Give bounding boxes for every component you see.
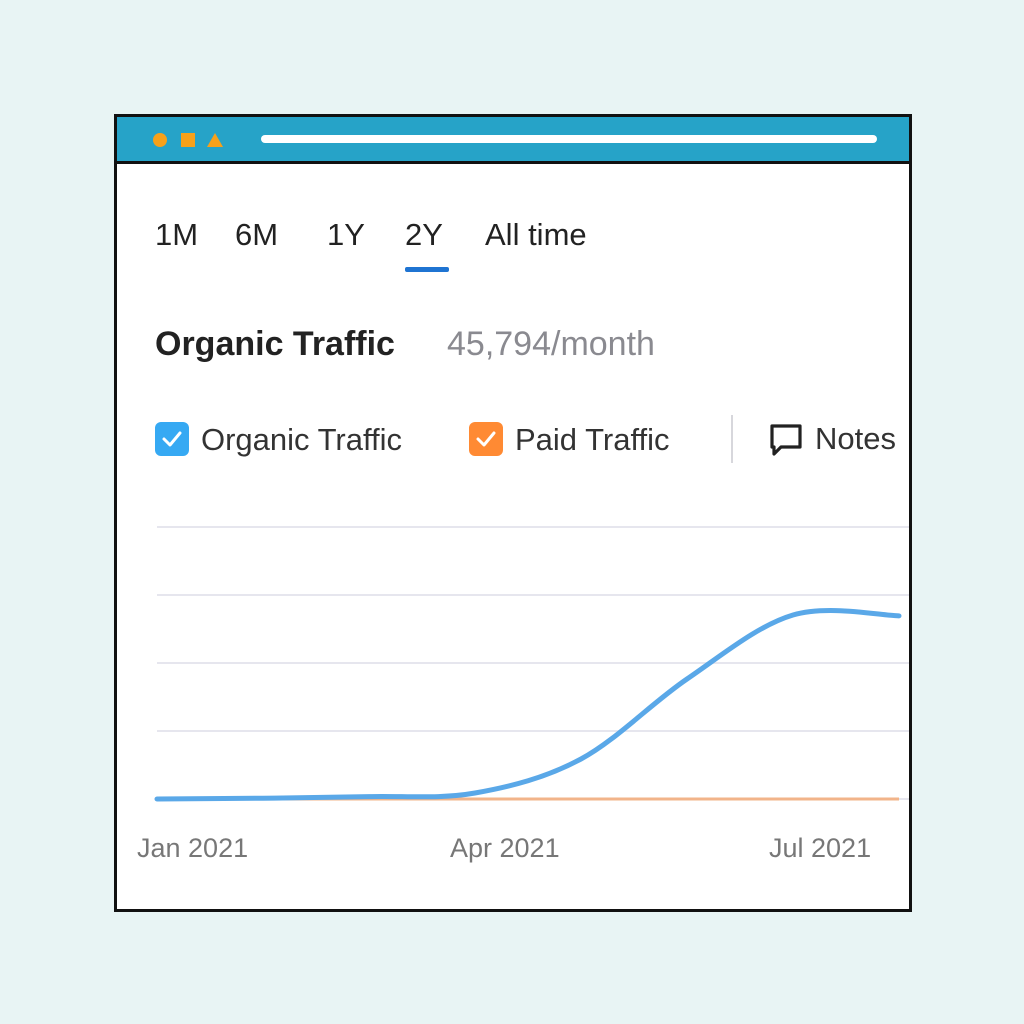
tab-6m[interactable]: 6M — [235, 217, 279, 252]
x-tick-label: Apr 2021 — [450, 833, 560, 863]
traffic-metric: 45,794/month — [447, 325, 655, 363]
circle-icon — [153, 133, 167, 147]
page-title: Organic Traffic — [155, 325, 395, 363]
title-bar — [117, 117, 909, 164]
triangle-icon — [207, 133, 223, 147]
active-tab-indicator — [405, 267, 449, 272]
comment-icon — [770, 424, 802, 456]
x-tick-label: Jul 2021 — [769, 833, 872, 863]
tab-1y[interactable]: 1Y — [327, 217, 365, 252]
legend-paid-toggle[interactable]: Paid Traffic — [469, 419, 709, 459]
check-icon — [476, 431, 496, 447]
check-icon — [162, 431, 182, 447]
notes-label: Notes — [815, 421, 896, 456]
notes-button[interactable]: Notes — [769, 419, 909, 459]
legend-paid-label: Paid Traffic — [515, 422, 670, 457]
browser-window: 1M 6M 1Y 2Y All time Organic Traffic 45,… — [114, 114, 912, 912]
tab-all-time[interactable]: All time — [485, 217, 587, 252]
address-bar[interactable] — [261, 135, 877, 143]
traffic-chart — [154, 526, 909, 802]
x-tick-label: Jan 2021 — [137, 833, 249, 863]
series-line-organic-traffic — [154, 608, 902, 802]
checkbox-paid[interactable] — [469, 422, 503, 456]
tab-1m[interactable]: 1M — [155, 217, 199, 252]
legend-divider — [731, 415, 733, 463]
square-icon — [181, 133, 195, 147]
tab-2y[interactable]: 2Y — [405, 217, 443, 252]
legend-organic-toggle[interactable]: Organic Traffic — [155, 419, 445, 459]
legend-organic-label: Organic Traffic — [201, 422, 403, 457]
checkbox-organic[interactable] — [155, 422, 189, 456]
